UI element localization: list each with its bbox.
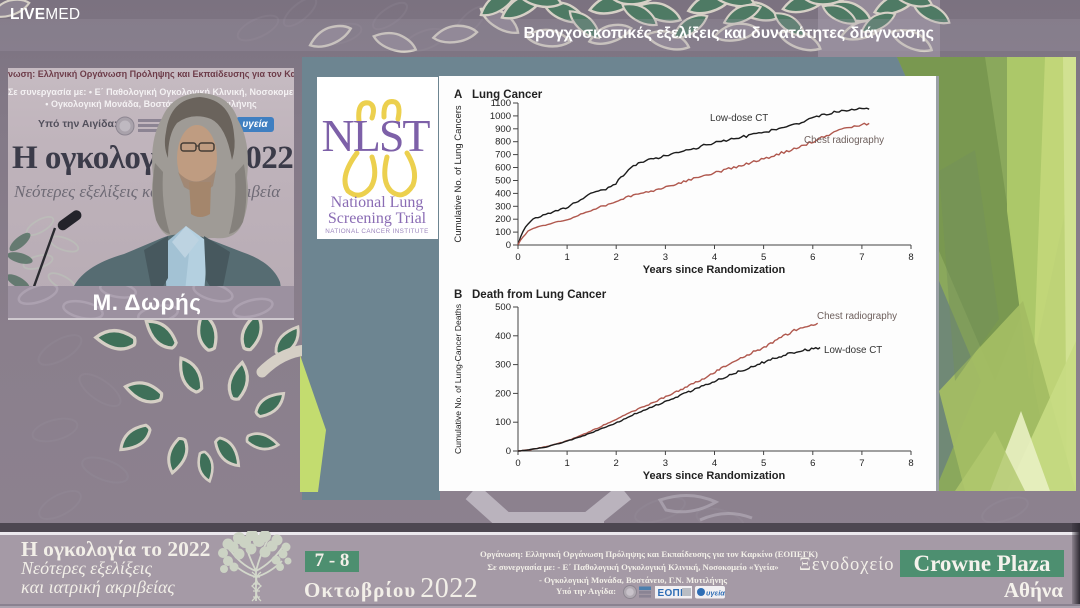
svg-text:0: 0 [506,446,511,457]
svg-text:0: 0 [515,458,520,469]
svg-text:Chest radiography: Chest radiography [804,135,884,146]
svg-text:Lung Cancer: Lung Cancer [472,89,543,101]
svg-text:Death from Lung Cancer: Death from Lung Cancer [472,289,607,301]
svg-text:Low-dose CT: Low-dose CT [710,113,768,124]
svg-text:0: 0 [506,240,511,251]
svg-text:300: 300 [495,201,511,212]
svg-text:Years since Randomization: Years since Randomization [643,264,786,276]
svg-text:NLST: NLST [322,110,431,161]
svg-text:700: 700 [495,150,511,161]
svg-text:Screening Trial: Screening Trial [328,210,427,227]
svg-text:1000: 1000 [490,111,511,122]
svg-text:National Lung: National Lung [331,194,424,211]
svg-text:6: 6 [810,458,815,469]
svg-text:8: 8 [908,252,913,263]
svg-text:3: 3 [663,252,668,263]
svg-text:Years since Randomization: Years since Randomization [643,470,786,482]
svg-text:Chest radiography: Chest radiography [817,311,897,322]
svg-text:Cumulative No. of Lung Cancers: Cumulative No. of Lung Cancers [453,105,464,243]
svg-text:B: B [454,289,462,301]
svg-text:900: 900 [495,124,511,135]
svg-text:NATIONAL CANCER INSTITUTE: NATIONAL CANCER INSTITUTE [325,228,428,235]
svg-text:8: 8 [908,458,913,469]
svg-text:0: 0 [515,252,520,263]
svg-text:ΕΟΠΕ: ΕΟΠΕ [658,588,688,599]
svg-text:A: A [454,89,462,101]
svg-text:500: 500 [495,302,511,313]
svg-text:2: 2 [614,252,619,263]
svg-text:800: 800 [495,137,511,148]
svg-text:200: 200 [495,214,511,225]
svg-text:400: 400 [495,188,511,199]
svg-text:1: 1 [564,252,569,263]
svg-text:4: 4 [712,458,717,469]
svg-text:7: 7 [859,458,864,469]
svg-text:300: 300 [495,360,511,371]
svg-text:1100: 1100 [491,98,511,109]
svg-text:100: 100 [495,417,511,428]
svg-text:7: 7 [859,252,864,263]
svg-text:100: 100 [495,227,511,238]
svg-text:6: 6 [810,252,815,263]
svg-text:400: 400 [495,331,511,342]
svg-text:5: 5 [761,252,766,263]
svg-text:Low-dose CT: Low-dose CT [824,345,882,356]
svg-text:Cumulative No. of Lung-Cancer: Cumulative No. of Lung-Cancer Deaths [453,304,463,454]
svg-text:600: 600 [495,163,511,174]
svg-text:200: 200 [495,388,511,399]
svg-text:3: 3 [663,458,668,469]
svg-text:4: 4 [712,252,717,263]
svg-text:1: 1 [564,458,569,469]
svg-text:υγεία: υγεία [706,589,725,598]
svg-text:5: 5 [761,458,766,469]
svg-text:500: 500 [495,176,511,187]
svg-text:2: 2 [614,458,619,469]
